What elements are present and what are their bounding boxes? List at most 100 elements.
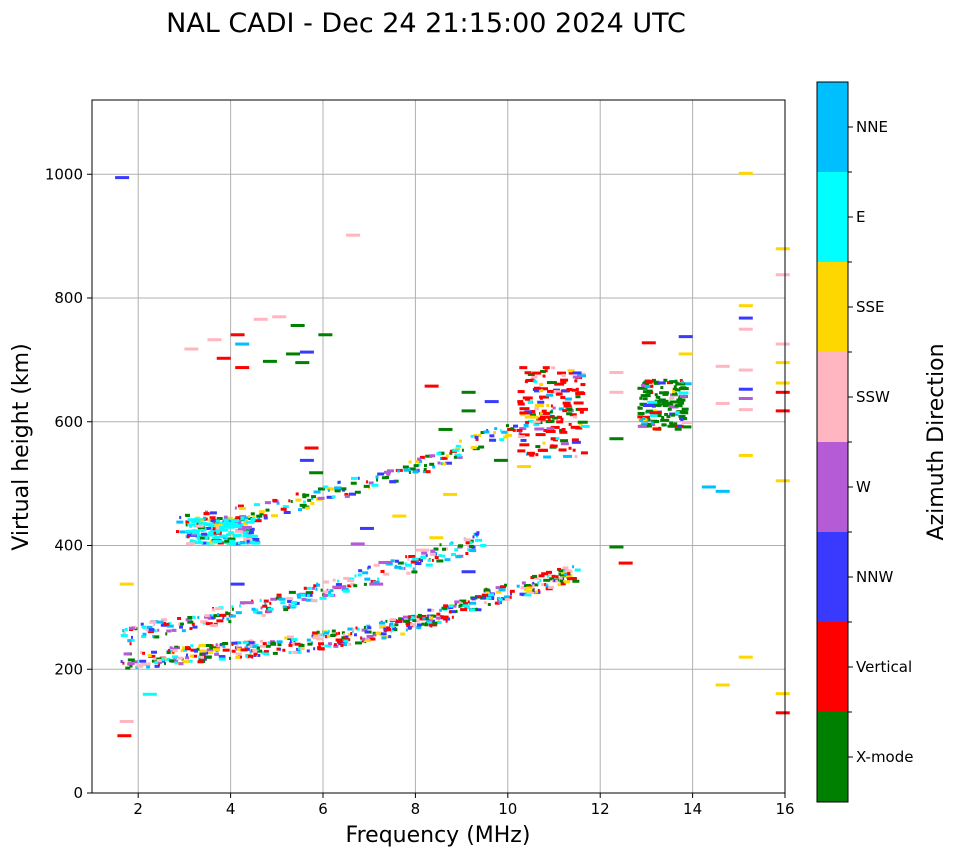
data-point — [147, 630, 154, 634]
data-point — [380, 569, 385, 573]
data-point — [245, 519, 249, 523]
data-point — [487, 594, 495, 598]
data-point — [426, 621, 432, 625]
data-point — [358, 569, 363, 573]
data-point — [286, 635, 294, 639]
data-point — [357, 476, 360, 480]
data-point — [198, 518, 205, 522]
data-point — [568, 422, 572, 426]
data-point — [544, 369, 548, 373]
data-point — [650, 384, 654, 388]
data-point — [168, 648, 171, 652]
data-point — [680, 418, 684, 422]
data-point — [369, 637, 376, 641]
data-point — [775, 247, 790, 251]
data-point — [476, 534, 479, 538]
data-point — [660, 386, 664, 390]
data-point — [436, 620, 442, 624]
data-point — [390, 622, 394, 626]
data-point — [241, 525, 252, 529]
data-point — [197, 526, 205, 530]
data-point — [417, 613, 422, 617]
data-point — [677, 424, 682, 428]
data-point — [192, 654, 198, 658]
data-point — [234, 542, 241, 546]
data-point — [176, 520, 184, 524]
data-point — [538, 395, 549, 399]
data-point — [405, 622, 412, 626]
data-point — [299, 350, 314, 354]
data-point — [202, 527, 207, 531]
data-point — [285, 606, 290, 610]
data-point — [179, 515, 182, 519]
colorbar: X-mode Vertical NNW W SSW SSE E NNE — [816, 81, 913, 803]
data-point — [609, 371, 624, 375]
data-point — [509, 589, 515, 593]
data-point — [407, 617, 414, 621]
data-point — [356, 627, 360, 631]
data-point — [476, 595, 479, 599]
data-point — [553, 390, 563, 394]
data-point — [675, 381, 679, 385]
data-point — [552, 406, 556, 410]
data-point — [465, 552, 469, 556]
data-point — [306, 594, 310, 598]
data-point — [673, 422, 678, 426]
data-point — [561, 427, 566, 431]
data-point — [519, 427, 527, 431]
data-point — [609, 390, 624, 394]
data-point — [571, 388, 579, 392]
data-point — [542, 441, 546, 445]
data-point — [646, 390, 652, 394]
data-point — [128, 626, 135, 630]
data-point — [470, 434, 474, 438]
data-point — [323, 580, 330, 584]
data-point — [333, 643, 337, 647]
data-point — [343, 635, 349, 639]
data-point — [250, 537, 260, 541]
data-point — [343, 576, 350, 580]
data-point — [537, 400, 545, 404]
data-point — [141, 625, 144, 629]
data-point — [295, 361, 310, 365]
data-point — [555, 575, 559, 579]
data-point — [373, 563, 380, 567]
data-point — [160, 618, 167, 622]
data-point — [458, 544, 464, 548]
data-point — [404, 563, 412, 567]
data-point — [525, 378, 534, 382]
data-point — [645, 379, 654, 383]
data-point — [256, 514, 263, 518]
data-point — [364, 577, 371, 581]
data-point — [460, 608, 468, 612]
data-point — [245, 520, 255, 524]
data-point — [142, 626, 145, 630]
data-point — [316, 637, 324, 641]
data-point — [346, 233, 361, 237]
data-point — [478, 445, 485, 449]
data-point — [647, 402, 657, 406]
data-point — [494, 427, 498, 431]
data-point — [272, 498, 278, 502]
data-point — [500, 585, 507, 589]
data-point — [158, 660, 163, 664]
data-point — [416, 623, 422, 627]
data-point — [518, 435, 526, 439]
y-axis-label: Virtual height (km) — [9, 343, 34, 550]
data-point — [343, 639, 349, 643]
data-point — [203, 512, 210, 516]
data-point — [642, 416, 646, 420]
data-point — [453, 455, 457, 459]
data-point — [372, 631, 376, 635]
data-point — [186, 653, 189, 657]
data-point — [535, 445, 541, 449]
data-point — [302, 500, 306, 504]
data-point — [385, 619, 388, 623]
data-point — [480, 431, 485, 435]
colorbar-label-item: SSE — [856, 298, 885, 316]
data-point — [379, 625, 387, 629]
data-point — [313, 584, 318, 588]
data-point — [250, 644, 253, 648]
data-point — [573, 401, 584, 405]
data-point — [556, 415, 562, 419]
